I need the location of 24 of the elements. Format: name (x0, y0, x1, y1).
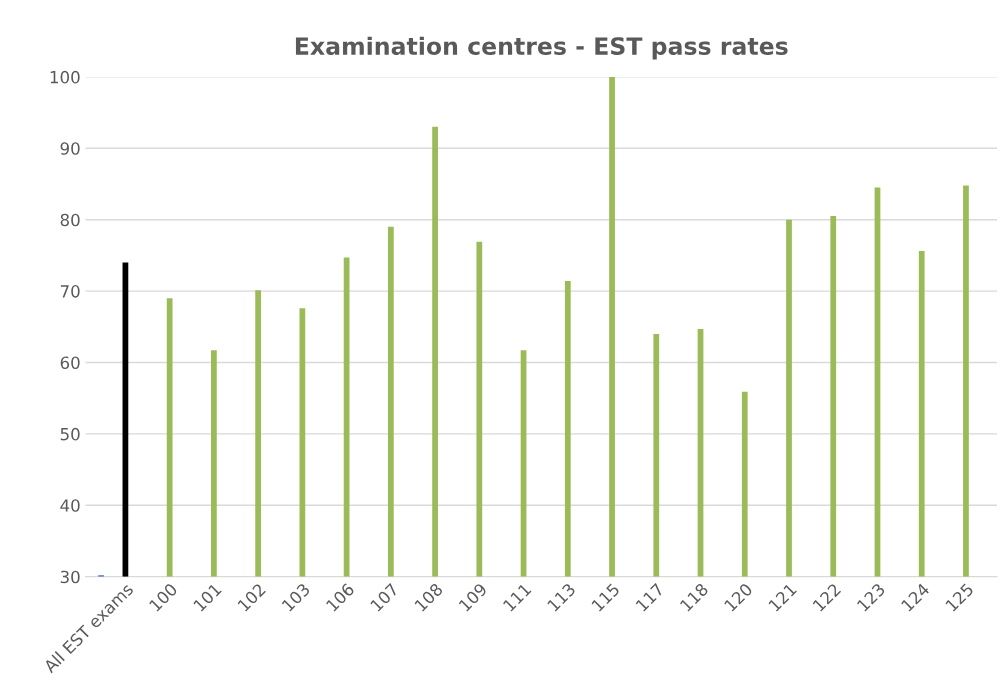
y-tick-label: 60 (60, 356, 80, 370)
x-tick-label: 102 (237, 582, 267, 612)
x-tick-label: 115 (591, 582, 621, 612)
y-tick-label: 80 (60, 213, 80, 227)
y-tick-label: 90 (60, 142, 80, 155)
y-tick-label: 30 (60, 570, 80, 584)
x-tick-label: 111 (502, 582, 532, 612)
x-tick-label: 122 (812, 582, 842, 612)
x-tick-label: 100 (148, 582, 178, 612)
x-tick-label: 109 (458, 582, 488, 612)
x-tick-label: 101 (192, 582, 222, 612)
x-tick-label: 123 (856, 582, 886, 612)
x-tick-label: 103 (281, 582, 311, 612)
x-tick-label: 108 (414, 582, 444, 612)
y-tick-label: 70 (60, 285, 80, 298)
x-tick-label: 120 (723, 582, 754, 612)
x-tick-label: 113 (546, 582, 576, 612)
x-tick-label: 118 (679, 582, 709, 612)
x-tick-label: 121 (768, 582, 797, 612)
y-tick-label: 100 (50, 70, 80, 84)
y-tick-label: 40 (60, 499, 80, 512)
y-tick-label: 50 (60, 427, 80, 441)
chart-title: Examination centres - EST pass rates (295, 36, 788, 60)
x-tick-label: 124 (900, 582, 931, 612)
